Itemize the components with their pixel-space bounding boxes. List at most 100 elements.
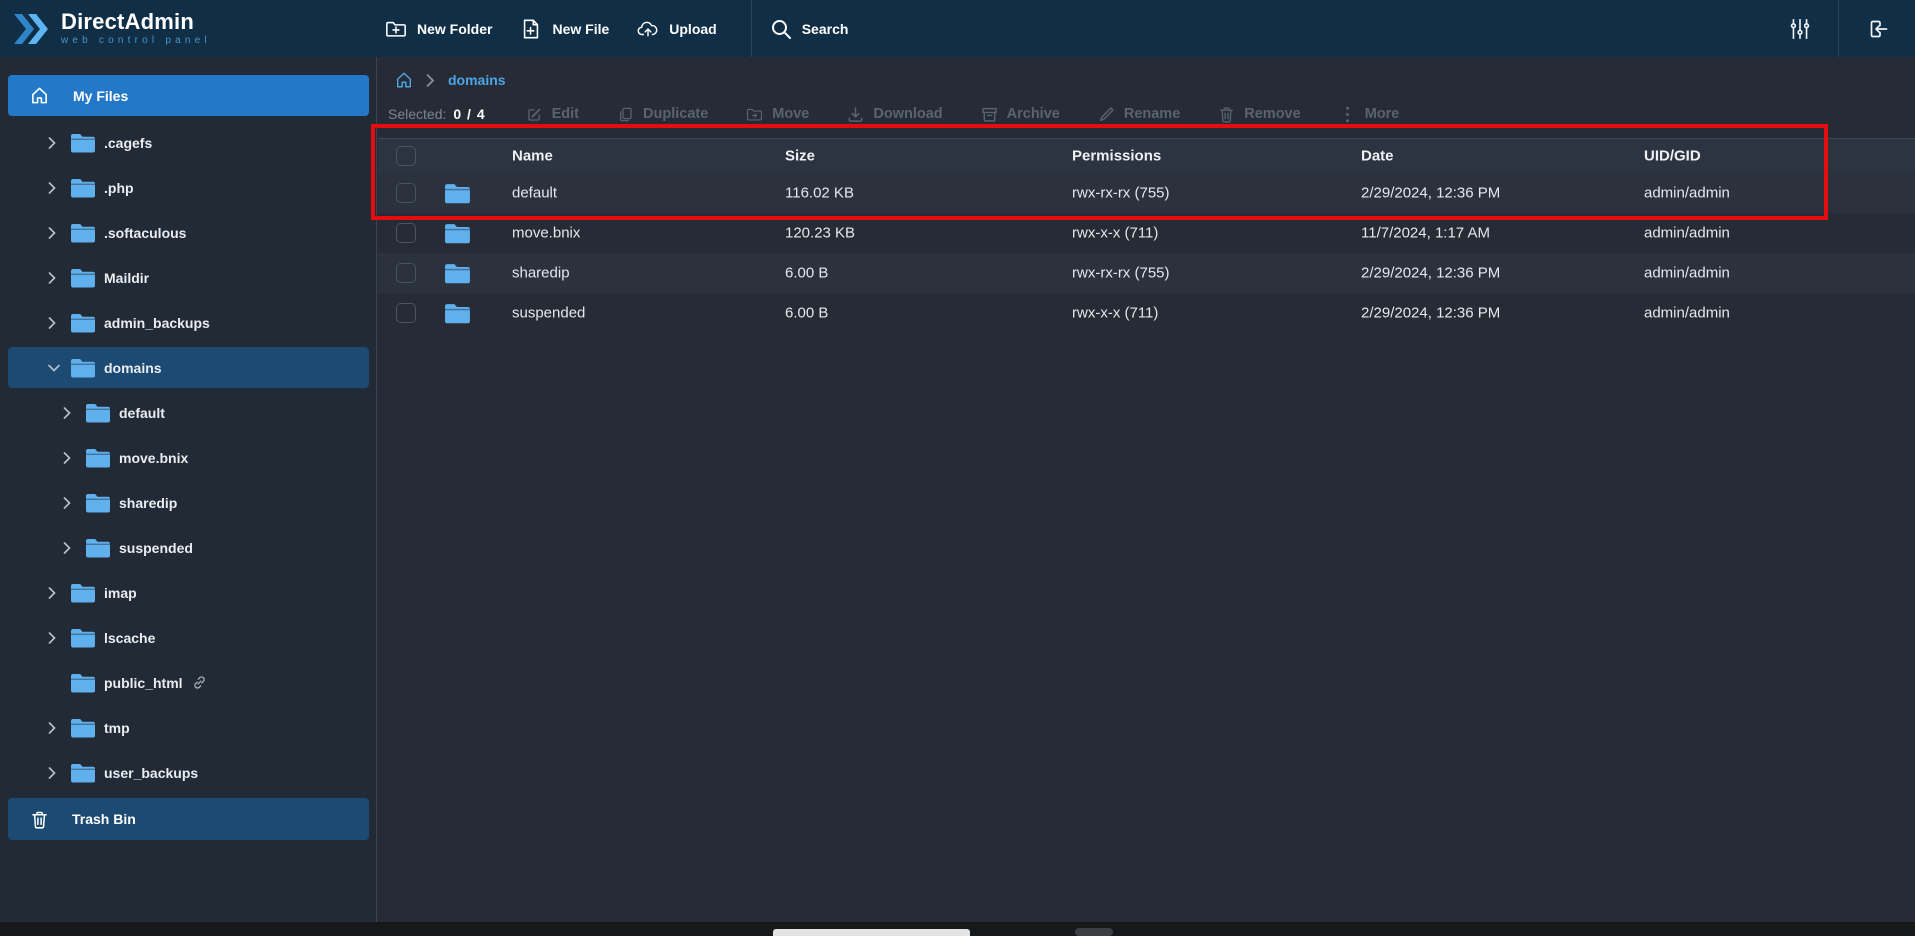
sidebar-item-dot-php[interactable]: .php — [0, 165, 377, 210]
remove-action-button[interactable]: Remove — [1218, 106, 1301, 123]
download-action-label: Download — [873, 106, 943, 122]
move-action-button[interactable]: Move — [746, 106, 809, 123]
sidebar-item-label: move.bnix — [119, 449, 189, 466]
folder-icon — [444, 222, 471, 244]
column-header-permissions[interactable]: Permissions — [1072, 147, 1162, 165]
sidebar-item-sharedip[interactable]: sharedip — [0, 480, 377, 525]
search-button[interactable]: Search — [770, 18, 848, 40]
logout-button[interactable] — [1839, 0, 1915, 57]
handle-pill[interactable] — [1075, 928, 1113, 936]
cell-permissions: rwx-rx-rx (755) — [1072, 264, 1170, 282]
table-row-sharedip[interactable]: sharedip 6.00 B rwx-rx-rx (755) 2/29/2024, … — [378, 253, 1915, 293]
chevron-right-icon[interactable] — [48, 766, 60, 779]
folder-icon — [85, 537, 111, 558]
sidebar-item-admin-backups[interactable]: admin_backups — [0, 300, 377, 345]
row-checkbox[interactable] — [396, 303, 416, 323]
more-action-button[interactable]: More — [1339, 106, 1399, 123]
move-action-label: Move — [772, 106, 810, 122]
folder-icon — [70, 762, 96, 783]
chevron-right-icon[interactable] — [48, 226, 60, 239]
folder-icon — [70, 222, 96, 243]
chevron-right-icon[interactable] — [48, 631, 60, 644]
chevron-right-icon[interactable] — [63, 406, 75, 419]
chevron-right-icon[interactable] — [48, 316, 60, 329]
topbar-divider — [1838, 0, 1839, 57]
duplicate-action-label: Duplicate — [643, 106, 709, 122]
edit-icon — [526, 106, 543, 123]
sidebar-item-my-files[interactable]: My Files — [8, 75, 369, 116]
trash-icon — [8, 810, 48, 829]
folder-icon — [70, 267, 96, 288]
chevron-right-icon[interactable] — [48, 136, 60, 149]
table-row-suspended[interactable]: suspended 6.00 B rwx-x-x (711) 2/29/2024, 1… — [378, 293, 1915, 333]
folder-move-icon — [746, 106, 763, 123]
chevron-right-icon — [426, 73, 435, 87]
sidebar-item-lscache[interactable]: lscache — [0, 615, 377, 660]
new-folder-button[interactable]: New Folder — [385, 18, 492, 40]
column-header-date[interactable]: Date — [1361, 147, 1394, 165]
column-header-uidgid[interactable]: UID/GID — [1644, 147, 1701, 165]
chevron-down-icon[interactable] — [48, 362, 60, 374]
upload-button[interactable]: Upload — [637, 18, 717, 40]
sidebar-item-tmp[interactable]: tmp — [0, 705, 377, 750]
chevron-right-icon[interactable] — [48, 271, 60, 284]
sidebar-item-dot-cagefs[interactable]: .cagefs — [0, 120, 377, 165]
app-subtitle: web control panel — [61, 35, 211, 46]
select-all-checkbox[interactable] — [396, 146, 416, 166]
folder-icon — [444, 302, 471, 324]
folder-icon — [70, 717, 96, 738]
sidebar-item-label: lscache — [104, 629, 156, 646]
action-bar: Selected: 0 / 4 Edit Duplicate Move Downloa… — [388, 99, 1437, 129]
folder-icon — [70, 672, 96, 693]
sidebar-item-move-bnix[interactable]: move.bnix — [0, 435, 377, 480]
sidebar-item-label: suspended — [119, 539, 193, 556]
sidebar-item-user-backups[interactable]: user_backups — [0, 750, 377, 795]
chevron-right-icon[interactable] — [48, 181, 60, 194]
sidebar-item-public-html[interactable]: public_html — [0, 660, 377, 705]
copy-icon — [617, 106, 634, 123]
table-row-default[interactable]: default 116.02 KB rwx-rx-rx (755) 2/29/2024… — [378, 173, 1915, 213]
directadmin-logo[interactable]: DirectAdmin web control panel — [14, 0, 211, 57]
sidebar-item-dot-softaculous[interactable]: .softaculous — [0, 210, 377, 255]
folder-icon — [85, 447, 111, 468]
cell-permissions: rwx-x-x (711) — [1072, 224, 1159, 242]
folder-icon — [444, 262, 471, 284]
sidebar-item-suspended[interactable]: suspended — [0, 525, 377, 570]
new-file-button[interactable]: New File — [520, 18, 609, 40]
chevron-right-icon[interactable] — [63, 541, 75, 554]
row-checkbox[interactable] — [396, 263, 416, 283]
cell-size: 6.00 B — [785, 304, 829, 322]
folder-icon — [70, 177, 96, 198]
chevron-right-icon[interactable] — [63, 451, 75, 464]
row-checkbox[interactable] — [396, 223, 416, 243]
column-header-name[interactable]: Name — [512, 147, 553, 165]
edit-action-button[interactable]: Edit — [526, 106, 579, 123]
table-row-move.bnix[interactable]: move.bnix 120.23 KB rwx-x-x (711) 11/7/2024… — [378, 213, 1915, 253]
breadcrumb-current[interactable]: domains — [448, 72, 506, 88]
row-checkbox[interactable] — [396, 183, 416, 203]
sidebar-item-domains[interactable]: domains — [0, 345, 377, 390]
selected-count: 0 / 4 — [453, 106, 486, 122]
progress-pill[interactable] — [773, 929, 970, 936]
breadcrumb-home-icon[interactable] — [395, 71, 413, 89]
chevron-right-icon[interactable] — [63, 496, 75, 509]
sidebar-item-trash-bin[interactable]: Trash Bin — [8, 798, 369, 840]
duplicate-action-button[interactable]: Duplicate — [617, 106, 708, 123]
column-header-size[interactable]: Size — [785, 147, 816, 165]
rename-action-button[interactable]: Rename — [1098, 106, 1180, 123]
chevron-right-icon[interactable] — [48, 721, 60, 734]
archive-action-button[interactable]: Archive — [981, 106, 1060, 123]
file-plus-icon — [520, 18, 542, 40]
chevron-right-icon[interactable] — [48, 586, 60, 599]
sidebar-item-label: Maildir — [104, 269, 150, 286]
download-action-button[interactable]: Download — [847, 106, 943, 123]
sidebar-item-maildir[interactable]: Maildir — [0, 255, 377, 300]
sidebar-item-default[interactable]: default — [0, 390, 377, 435]
sidebar-item-imap[interactable]: imap — [0, 570, 377, 615]
folder-icon — [444, 182, 471, 204]
folder-icon — [70, 132, 96, 153]
sidebar-item-label: user_backups — [104, 764, 199, 781]
top-bar: DirectAdmin web control panel New Folder… — [0, 0, 1915, 57]
view-settings-button[interactable] — [1762, 0, 1838, 57]
sidebar-item-label: .softaculous — [104, 224, 187, 241]
